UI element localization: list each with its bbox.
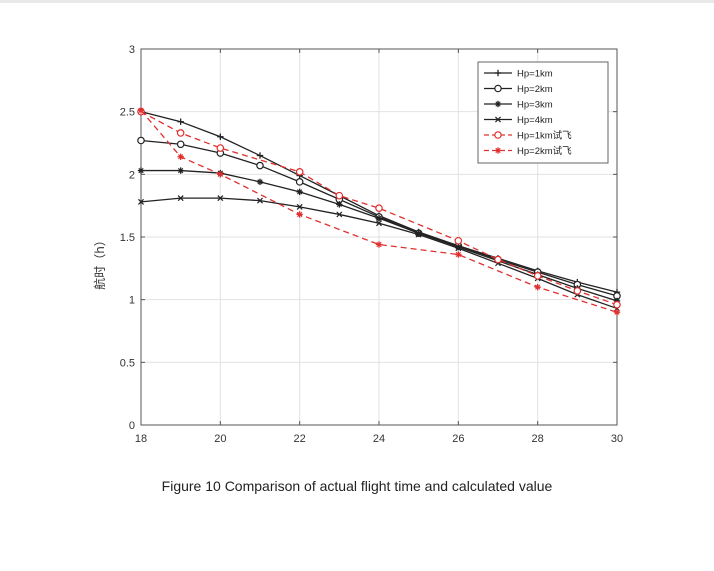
data-point xyxy=(375,241,383,248)
legend-entry: Hp=2km xyxy=(484,84,553,95)
legend-entry: Hp=1km试飞 xyxy=(484,130,572,142)
y-tick-label: 2.5 xyxy=(120,107,135,119)
legend-marker xyxy=(494,147,502,154)
series-5 xyxy=(137,107,621,309)
data-point xyxy=(137,107,145,114)
figure-caption: Figure 10 Comparison of actual flight ti… xyxy=(161,478,553,494)
x-tick-label: 20 xyxy=(214,433,226,445)
data-point xyxy=(217,195,224,202)
series-6 xyxy=(137,107,621,316)
data-point xyxy=(375,215,383,222)
y-tick-label: 0 xyxy=(129,420,135,432)
data-point xyxy=(137,136,145,145)
data-point xyxy=(296,211,303,218)
data-point xyxy=(256,161,264,170)
data-point xyxy=(295,168,304,176)
data-point xyxy=(375,204,383,212)
data-point xyxy=(494,255,502,264)
legend-label: Hp=3km xyxy=(517,100,553,111)
legend-label: Hp=2km xyxy=(517,84,553,95)
x-tick-label: 30 xyxy=(611,433,623,445)
data-point xyxy=(534,283,541,291)
legend-label: Hp=1km试飞 xyxy=(517,130,572,142)
legend-entry: Hp=4km xyxy=(484,115,553,126)
data-point xyxy=(295,178,304,186)
data-point xyxy=(613,309,621,316)
data-point xyxy=(177,118,184,125)
data-point xyxy=(454,236,463,245)
data-point xyxy=(217,133,224,140)
data-point xyxy=(137,167,145,174)
legend-marker xyxy=(494,84,502,93)
data-point xyxy=(256,152,264,159)
legend-box xyxy=(477,61,609,164)
legend-marker xyxy=(494,131,502,139)
legend-label: Hp=1km xyxy=(517,69,553,80)
series-line xyxy=(140,111,618,306)
data-point xyxy=(415,231,422,238)
y-tick-label: 0.5 xyxy=(120,357,135,369)
top-rule xyxy=(0,0,714,3)
data-point xyxy=(573,287,582,295)
data-point xyxy=(256,178,264,186)
data-point xyxy=(336,211,343,218)
legend-marker xyxy=(495,116,501,123)
legend-marker xyxy=(494,69,502,77)
data-point xyxy=(138,198,144,205)
data-point xyxy=(613,300,621,309)
y-axis-label: 航时（h） xyxy=(92,234,107,290)
x-tick-label: 26 xyxy=(452,433,464,445)
data-point xyxy=(217,171,224,178)
data-point xyxy=(336,201,343,208)
data-point xyxy=(177,167,184,174)
x-tick-label: 22 xyxy=(294,433,306,445)
y-tick-label: 2 xyxy=(129,169,135,181)
data-point xyxy=(335,191,344,200)
data-point xyxy=(176,140,185,149)
x-tick-label: 28 xyxy=(532,433,544,445)
data-point xyxy=(216,144,225,152)
legend-entry: Hp=1km xyxy=(484,69,553,80)
series-line xyxy=(140,109,618,313)
legend-entry: Hp=2km试飞 xyxy=(484,145,572,157)
legend-label: Hp=2km试飞 xyxy=(517,145,572,157)
data-point xyxy=(257,197,263,204)
legend-entry: Hp=3km xyxy=(484,100,553,111)
data-point xyxy=(455,251,462,258)
x-tick-label: 18 xyxy=(135,433,147,445)
legend-label: Hp=4km xyxy=(517,115,553,126)
data-point xyxy=(376,220,382,227)
data-point xyxy=(177,195,184,202)
y-tick-label: 3 xyxy=(129,44,135,56)
x-tick-label: 24 xyxy=(373,433,385,445)
data-point xyxy=(177,153,184,160)
y-tick-label: 1 xyxy=(129,295,135,307)
data-point xyxy=(455,245,462,252)
data-point xyxy=(533,272,542,280)
data-point xyxy=(296,188,303,196)
data-point xyxy=(176,129,185,137)
legend-marker xyxy=(494,100,502,108)
data-point xyxy=(296,203,303,210)
y-tick-label: 1.5 xyxy=(120,232,135,244)
